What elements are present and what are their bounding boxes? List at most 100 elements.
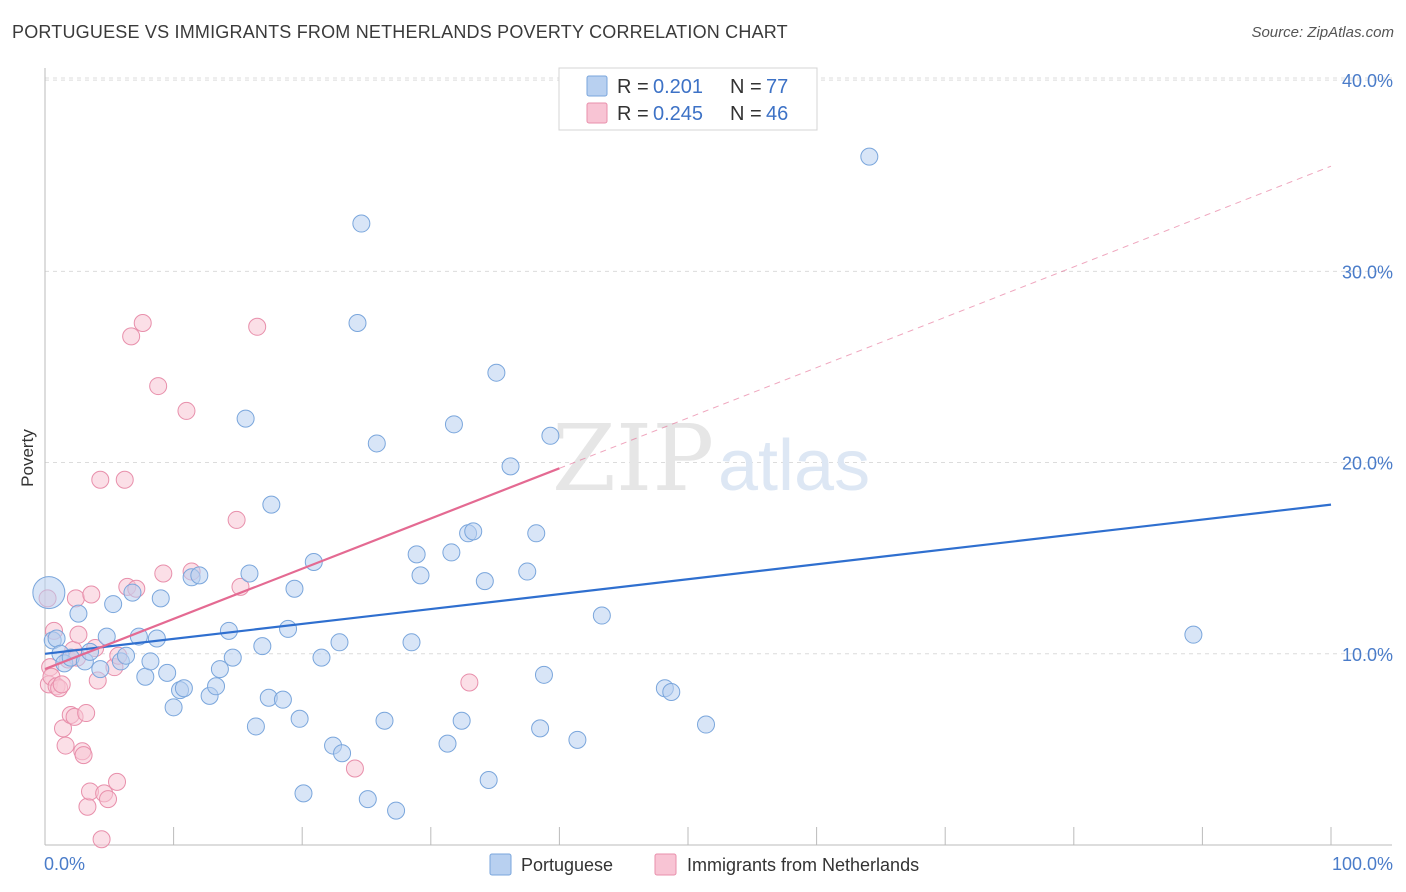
trendline-portuguese: [44, 503, 1332, 655]
source-label: Source: ZipAtlas.com: [1251, 24, 1394, 41]
blue-point-45: [330, 633, 349, 652]
pink-point-19: [77, 704, 96, 723]
blue-point-17: [141, 652, 160, 671]
pink-point-20: [78, 797, 97, 816]
blue-point-48: [352, 214, 371, 233]
blue-point-2: [47, 629, 66, 648]
legend-r-value-1: 0.245: [653, 103, 703, 125]
blue-point-11: [104, 595, 123, 614]
pink-point-16: [69, 625, 88, 644]
pink-point-40: [227, 510, 246, 529]
y-tick-label-30: 30.0%: [1342, 262, 1393, 282]
legend-n-value-1: 46: [766, 103, 788, 125]
pink-point-25: [91, 470, 110, 489]
stats-legend: R = 0.201 N = 77 R = 0.245 N = 46: [558, 67, 818, 131]
blue-point-72: [592, 606, 611, 625]
blue-point-25: [190, 566, 209, 585]
blue-point-39: [285, 579, 304, 598]
watermark: ZIP atlas: [552, 405, 870, 512]
legend-swatch-portuguese: [586, 75, 608, 97]
blue-point-40: [290, 709, 309, 728]
blue-point-58: [444, 415, 463, 434]
pink-point-43: [345, 759, 364, 778]
legend-n-label-1: N =: [730, 103, 762, 125]
blue-point-55: [411, 566, 430, 585]
blue-point-71: [568, 730, 587, 749]
blue-point-9: [91, 660, 110, 679]
y-tick-labels: 10.0% 20.0% 30.0% 40.0%: [1342, 71, 1393, 665]
bottom-legend-label-portuguese: Portuguese: [521, 855, 613, 875]
chart-title: PORTUGUESE VS IMMIGRANTS FROM NETHERLAND…: [12, 22, 788, 42]
legend-n-label-0: N =: [730, 76, 762, 98]
pink-point-7: [52, 675, 71, 694]
blue-point-21: [164, 698, 183, 717]
pink-point-22: [82, 585, 101, 604]
blue-point-68: [531, 719, 550, 738]
pink-point-42: [248, 317, 267, 336]
series-immigrants-netherlands: [38, 313, 479, 849]
blue-point-69: [534, 665, 553, 684]
blue-point-16: [136, 667, 155, 686]
trendline-netherlands-extension: [559, 165, 1332, 469]
legend-r-label-0: R =: [617, 76, 649, 98]
y-tick-label-20: 20.0%: [1342, 454, 1393, 474]
blue-point-6: [69, 604, 88, 623]
blue-point-36: [262, 495, 281, 514]
y-tick-label-10: 10.0%: [1342, 645, 1393, 665]
blue-point-74: [662, 683, 681, 702]
blue-point-53: [402, 633, 421, 652]
pink-point-27: [99, 790, 118, 809]
blue-point-14: [123, 583, 142, 602]
x-tick-label-100: 100.0%: [1332, 854, 1393, 874]
pink-point-37: [154, 564, 173, 583]
blue-point-77: [1184, 625, 1203, 644]
blue-point-43: [312, 648, 331, 667]
blue-point-54: [407, 545, 426, 564]
bottom-legend-label-netherlands: Immigrants from Netherlands: [687, 855, 919, 875]
blue-point-50: [367, 434, 386, 453]
series-legend: Portuguese Immigrants from Netherlands: [489, 853, 919, 876]
blue-point-47: [348, 313, 367, 332]
series-portuguese: [32, 147, 1203, 820]
blue-point-76: [860, 147, 879, 166]
blue-point-52: [387, 801, 406, 820]
blue-point-64: [487, 363, 506, 382]
bottom-legend-swatch-netherlands: [654, 853, 677, 876]
blue-point-27: [207, 677, 226, 696]
blue-point-30: [223, 648, 242, 667]
x-tick-label-0: 0.0%: [44, 854, 85, 874]
blue-point-46: [333, 744, 352, 763]
blue-point-23: [174, 679, 193, 698]
pink-point-31: [115, 470, 134, 489]
blue-point-70: [541, 426, 560, 445]
blue-point-49: [358, 790, 377, 809]
pink-point-38: [177, 401, 196, 420]
pink-point-29: [108, 772, 127, 791]
pink-point-9: [56, 736, 75, 755]
pink-point-33: [122, 327, 141, 346]
legend-n-value-0: 77: [766, 76, 788, 98]
blue-point-28: [210, 660, 229, 679]
y-tick-label-40: 40.0%: [1342, 71, 1393, 91]
blue-point-38: [279, 619, 298, 638]
blue-point-57: [442, 543, 461, 562]
blue-point-63: [479, 770, 498, 789]
blue-point-67: [527, 524, 546, 543]
axes: [44, 68, 1392, 846]
watermark-zip: ZIP: [552, 405, 714, 512]
blue-point-61: [464, 522, 483, 541]
blue-point-37: [273, 690, 292, 709]
blue-point-66: [518, 562, 537, 581]
bottom-legend-swatch-portuguese: [489, 853, 512, 876]
blue-point-34: [253, 637, 272, 656]
pink-point-44: [460, 673, 479, 692]
blue-point-51: [375, 711, 394, 730]
blue-point-33: [246, 717, 265, 736]
blue-point-0: [32, 576, 66, 610]
legend-swatch-netherlands: [586, 102, 608, 124]
pink-point-35: [133, 313, 152, 332]
blue-point-19: [151, 589, 170, 608]
legend-r-label-1: R =: [617, 103, 649, 125]
blue-point-56: [438, 734, 457, 753]
